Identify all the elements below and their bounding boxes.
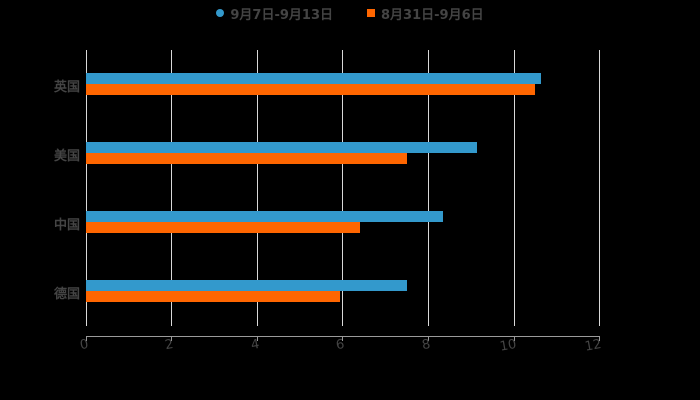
x-tick-label: 2 bbox=[163, 337, 175, 354]
x-tick bbox=[514, 336, 515, 341]
gridline-0 bbox=[86, 50, 87, 326]
square-marker-icon bbox=[367, 9, 375, 17]
bar-series-1[interactable] bbox=[86, 211, 443, 222]
x-tick bbox=[428, 336, 429, 341]
gridline-6 bbox=[342, 50, 343, 326]
bar-series-1[interactable] bbox=[86, 280, 407, 291]
legend-label-series-2: 8月31日-9月6日 bbox=[381, 7, 484, 23]
gridline-2 bbox=[171, 50, 172, 326]
y-category-label: 美国 bbox=[53, 149, 80, 164]
bar-series-2[interactable] bbox=[86, 153, 407, 164]
chart-legend: 9月7日-9月13日 8月31日-9月6日 bbox=[0, 4, 700, 23]
x-tick bbox=[171, 336, 172, 341]
circle-marker-icon bbox=[216, 9, 225, 17]
x-tick-label: 4 bbox=[249, 337, 261, 354]
bar-series-2[interactable] bbox=[86, 291, 340, 302]
x-tick bbox=[257, 336, 258, 341]
legend-item-series-2[interactable]: 8月31日-9月6日 bbox=[367, 4, 484, 23]
bar-series-1[interactable] bbox=[86, 142, 477, 153]
y-category-label: 中国 bbox=[53, 218, 80, 233]
bar-series-2[interactable] bbox=[86, 222, 360, 233]
x-tick-label: 12 bbox=[583, 337, 603, 355]
x-tick bbox=[342, 336, 343, 341]
y-category-label: 德国 bbox=[53, 287, 80, 302]
legend-item-series-1[interactable]: 9月7日-9月13日 bbox=[216, 4, 333, 23]
x-tick-label: 6 bbox=[334, 337, 346, 354]
x-tick-label: 10 bbox=[498, 337, 518, 355]
gridline-12 bbox=[599, 50, 600, 326]
gridline-4 bbox=[257, 50, 258, 326]
gridline-8 bbox=[428, 50, 429, 326]
x-tick bbox=[86, 336, 87, 341]
gridline-10 bbox=[514, 50, 515, 326]
y-category-label: 英国 bbox=[53, 80, 80, 95]
bar-series-2[interactable] bbox=[86, 84, 535, 95]
bar-series-1[interactable] bbox=[86, 73, 541, 84]
x-tick-label: 0 bbox=[78, 337, 90, 354]
legend-label-series-1: 9月7日-9月13日 bbox=[230, 7, 333, 23]
x-axis-line bbox=[86, 336, 600, 337]
x-tick-label: 8 bbox=[420, 337, 432, 354]
x-tick bbox=[599, 336, 600, 341]
